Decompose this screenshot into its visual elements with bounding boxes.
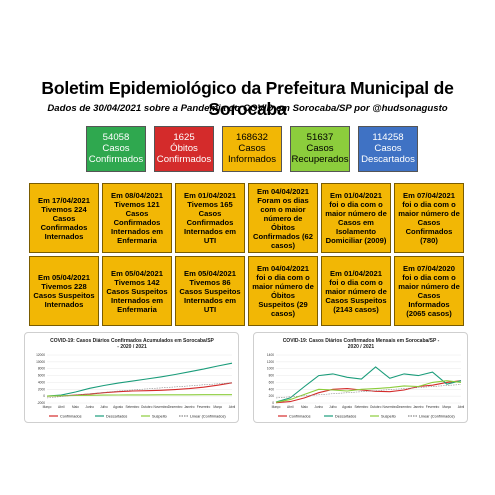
y-tick-label: 2000 bbox=[38, 387, 45, 391]
y-tick-label: 1000 bbox=[267, 367, 274, 371]
x-tick-label: Março bbox=[43, 405, 52, 409]
highlight-card: Em 01/04/2021 foi o dia com o maior núme… bbox=[321, 183, 391, 253]
x-tick-label: Fevereiro bbox=[426, 405, 440, 409]
stat-deaths-value: 1625 bbox=[173, 132, 195, 143]
x-tick-label: Maio bbox=[72, 405, 79, 409]
x-tick-label: Novembro bbox=[153, 405, 168, 409]
stat-deaths-label: Óbitos Confirmados bbox=[156, 143, 212, 165]
x-tick-label: Abril bbox=[58, 405, 65, 409]
highlight-card: Em 05/04/2021 Tivemos 142 Casos Suspeito… bbox=[102, 256, 172, 326]
y-tick-label: 6000 bbox=[38, 374, 45, 378]
legend-label: Confirmados bbox=[60, 415, 82, 419]
x-tick-label: Março bbox=[442, 405, 451, 409]
highlight-card: Em 05/04/2021 Tivemos 228 Casos Suspeito… bbox=[29, 256, 99, 326]
chart-monthly-svg: COVID-19: Casos Diários Confirmados Mens… bbox=[267, 338, 465, 419]
x-tick-label: Março bbox=[213, 405, 222, 409]
x-tick-label: Setembro bbox=[354, 405, 368, 409]
stat-discarded: 114258 Casos Descartados bbox=[358, 126, 418, 172]
stat-confirmed-label: Casos Confirmados bbox=[88, 143, 144, 165]
y-tick-label: 400 bbox=[269, 387, 275, 391]
highlight-card: Em 07/04/2021 foi o dia com o maior núme… bbox=[394, 183, 464, 253]
legend-label: Descartados bbox=[106, 415, 127, 419]
series-line bbox=[275, 380, 462, 404]
x-tick-label: Novembro bbox=[382, 405, 397, 409]
x-tick-label: Janeiro bbox=[413, 405, 424, 409]
stat-recovered-value: 51637 bbox=[306, 132, 334, 143]
legend-label: Confirmados bbox=[289, 415, 311, 419]
report-title: Boletim Epidemiológico da Prefeitura Mun… bbox=[41, 78, 454, 119]
stat-discarded-value: 114258 bbox=[372, 132, 404, 143]
x-tick-label: Março bbox=[272, 405, 281, 409]
y-tick-label: 0 bbox=[43, 394, 45, 398]
report-subtitle: Dados de 30/04/2021 sobre a Pandemia do … bbox=[47, 103, 448, 114]
highlight-card: Em 01/04/2021 foi o dia com o maior núme… bbox=[321, 256, 391, 326]
stat-deaths: 1625 Óbitos Confirmados bbox=[154, 126, 214, 172]
x-tick-label: Setembro bbox=[125, 405, 139, 409]
y-tick-label: 8000 bbox=[38, 367, 45, 371]
chart-monthly: COVID-19: Casos Diários Confirmados Mens… bbox=[253, 332, 468, 423]
x-tick-label: Janeiro bbox=[184, 405, 195, 409]
y-tick-label: 12000 bbox=[36, 353, 45, 357]
x-tick-label: Julho bbox=[329, 405, 337, 409]
chart-cumulative: COVID-19: Casos Diários Confirmados Acum… bbox=[24, 332, 239, 423]
y-tick-label: 200 bbox=[269, 394, 275, 398]
y-tick-label: 4000 bbox=[38, 380, 45, 384]
highlight-card: Em 01/04/2021 Tivemos 165 Casos Confirma… bbox=[175, 183, 245, 253]
stat-informed: 168632 Casos Informados bbox=[222, 126, 282, 172]
x-tick-label: Maio bbox=[301, 405, 308, 409]
x-tick-label: Julho bbox=[100, 405, 108, 409]
series-line bbox=[46, 362, 233, 397]
highlight-card: Em 17/04/2021 Tivemos 224 Casos Confirma… bbox=[29, 183, 99, 253]
stat-discarded-label: Casos Descartados bbox=[361, 143, 415, 165]
y-tick-label: 1200 bbox=[267, 360, 274, 364]
summary-stats: 54058 Casos Confirmados 1625 Óbitos Conf… bbox=[86, 126, 418, 172]
chart-title: COVID-19: Casos Diários Confirmados Mens… bbox=[283, 338, 440, 344]
stat-recovered-label: Casos Recuperados bbox=[291, 143, 349, 165]
stat-recovered: 51637 Casos Recuperados bbox=[290, 126, 350, 172]
x-tick-label: Abril bbox=[287, 405, 294, 409]
legend-label: Linear (Confirmados) bbox=[419, 415, 455, 419]
x-tick-label: Abril bbox=[229, 405, 236, 409]
stat-informed-value: 168632 bbox=[235, 132, 268, 143]
series-line bbox=[275, 384, 462, 399]
highlight-card: Em 05/04/2021 Tivemos 86 Casos Suspeitos… bbox=[175, 256, 245, 326]
stat-confirmed: 54058 Casos Confirmados bbox=[86, 126, 146, 172]
x-tick-label: Abril bbox=[458, 405, 465, 409]
stat-informed-label: Casos Informados bbox=[228, 143, 276, 165]
highlight-card: Em 08/04/2021 Tivemos 121 Casos Confirma… bbox=[102, 183, 172, 253]
y-tick-label: 10000 bbox=[36, 360, 45, 364]
highlight-card: Em 07/04/2020 foi o dia com o maior núme… bbox=[394, 256, 464, 326]
y-tick-label: 0 bbox=[272, 401, 274, 405]
y-tick-label: 800 bbox=[269, 374, 275, 378]
legend-label: Descartados bbox=[335, 415, 356, 419]
x-tick-label: Dezembro bbox=[397, 405, 412, 409]
highlight-card: Em 04/04/2021 foi o dia com o maior núme… bbox=[248, 256, 318, 326]
series-line bbox=[46, 394, 232, 397]
y-tick-label: -2000 bbox=[37, 401, 45, 405]
y-tick-label: 600 bbox=[269, 380, 275, 384]
x-tick-label: Junho bbox=[314, 405, 323, 409]
x-tick-label: Dezembro bbox=[168, 405, 183, 409]
x-tick-label: Outubro bbox=[370, 405, 382, 409]
series-line bbox=[275, 366, 462, 403]
chart-cumulative-svg: COVID-19: Casos Diários Confirmados Acum… bbox=[36, 338, 236, 419]
legend-label: Suspeito bbox=[152, 415, 167, 419]
x-tick-label: Junho bbox=[85, 405, 94, 409]
x-tick-label: Fevereiro bbox=[197, 405, 211, 409]
chart-title: - 2020 / 2021 bbox=[117, 344, 147, 350]
series-line bbox=[275, 380, 462, 403]
legend-label: Linear (Confirmados) bbox=[190, 415, 226, 419]
highlight-card: Em 04/04/2021 Foram os dias com o maior … bbox=[248, 183, 318, 253]
y-tick-label: 1400 bbox=[267, 353, 274, 357]
stat-confirmed-value: 54058 bbox=[102, 132, 130, 143]
chart-title: COVID-19: Casos Diários Confirmados Acum… bbox=[50, 338, 214, 344]
legend-label: Suspeito bbox=[381, 415, 396, 419]
x-tick-label: Outubro bbox=[141, 405, 153, 409]
chart-title: 2020 / 2021 bbox=[348, 344, 375, 350]
x-tick-label: Agosto bbox=[342, 405, 352, 409]
x-tick-label: Agosto bbox=[113, 405, 123, 409]
series-line bbox=[46, 382, 233, 399]
